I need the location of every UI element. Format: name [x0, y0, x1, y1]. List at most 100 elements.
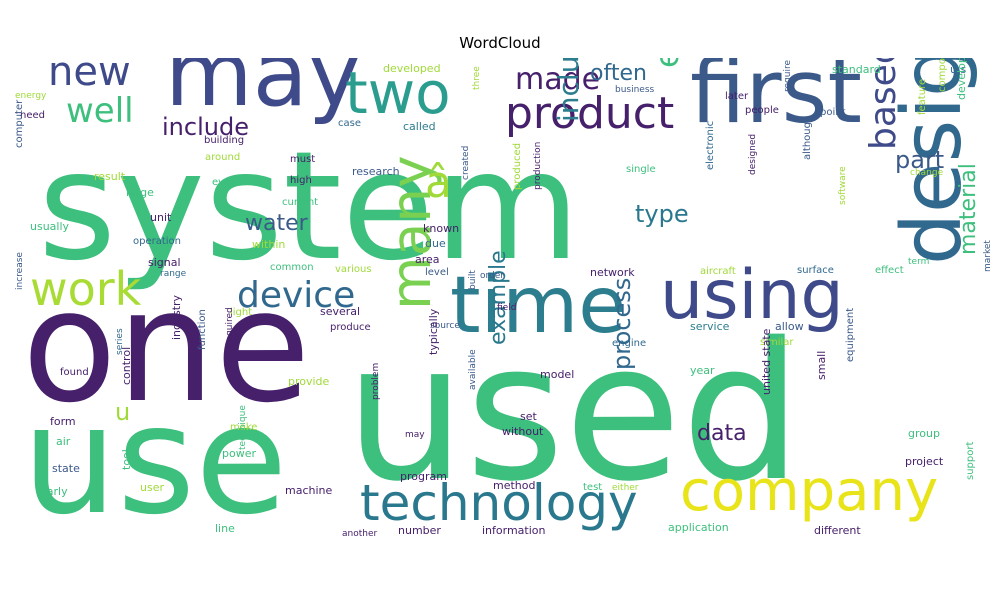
word-must: must: [290, 154, 315, 165]
word-part: part: [895, 146, 944, 174]
word-usually: usually: [30, 220, 70, 233]
word-engine: engine: [612, 338, 646, 349]
word-high: high: [290, 175, 312, 186]
word-data: data: [697, 421, 747, 446]
word-early: early: [40, 485, 68, 498]
word-due: due: [425, 237, 446, 250]
word-common: common: [270, 262, 314, 273]
word-typically: typically: [427, 308, 440, 355]
word-group: group: [908, 427, 940, 440]
word-including: including: [552, 58, 585, 122]
word-order: order: [480, 271, 504, 281]
word-series: series: [115, 328, 125, 355]
word-found: found: [60, 367, 89, 378]
word-small: small: [815, 351, 828, 380]
word-company: company: [680, 459, 938, 524]
word-surface: surface: [797, 265, 834, 276]
word-known: known: [423, 222, 459, 235]
word-operation: operation: [133, 236, 181, 247]
word-without: without: [502, 425, 544, 438]
word-test: test: [583, 482, 602, 493]
word-designed: designed: [748, 134, 758, 175]
word-network: network: [590, 266, 635, 279]
word-program: program: [400, 470, 447, 483]
word-building: building: [204, 135, 244, 146]
word-unit: unit: [150, 211, 172, 224]
word-include: include: [162, 113, 249, 141]
word-system: system: [38, 120, 580, 294]
word-various: various: [335, 264, 372, 275]
word-people: people: [745, 105, 779, 116]
word-control: control: [120, 347, 133, 385]
word-even: even: [212, 177, 237, 188]
word-developed: developed: [383, 62, 441, 75]
word-use: use: [22, 374, 288, 548]
chart-title: WordCloud: [459, 34, 541, 52]
word-set: set: [520, 410, 537, 423]
word-produced: produced: [512, 143, 523, 190]
word-may: may: [165, 58, 361, 127]
word-made: made: [515, 62, 600, 97]
word-device: device: [237, 275, 355, 316]
word-component: component: [937, 58, 948, 92]
word-similar: similar: [760, 337, 794, 348]
word-cloud: system used one use first may time using design c…: [8, 58, 992, 550]
word-around: around: [205, 152, 240, 163]
word-result: result: [94, 170, 126, 183]
word-well: well: [66, 91, 134, 131]
word-either: either: [612, 483, 639, 493]
word-signal: signal: [148, 256, 181, 269]
word-equipment: equipment: [845, 308, 856, 362]
word-material: material: [956, 163, 981, 255]
word-type: type: [635, 200, 689, 228]
word-several: several: [320, 305, 360, 318]
word-two: two: [345, 59, 451, 127]
word-new: new: [48, 58, 131, 95]
word-later: later: [725, 91, 749, 102]
word-first: first: [690, 58, 862, 143]
word-development: development: [955, 58, 968, 100]
word-function: function: [197, 309, 208, 350]
word-application: application: [668, 521, 729, 534]
word-used: used: [345, 302, 802, 523]
word-although: although: [802, 116, 813, 160]
word-example: example: [486, 250, 511, 345]
word-feature: feature: [917, 79, 928, 115]
word-tool: tool: [120, 449, 133, 470]
word-method: method: [493, 479, 535, 492]
word-â: â: [425, 157, 452, 208]
word-technology: technology: [360, 474, 638, 532]
word-one: one: [22, 256, 310, 437]
word-design: design: [885, 58, 980, 265]
word-market: market: [983, 240, 992, 272]
word-standard: standard: [832, 63, 881, 76]
word-area: area: [415, 253, 440, 266]
word-support: support: [965, 442, 976, 480]
word-information: information: [482, 524, 546, 537]
word-u-s: u s: [950, 63, 966, 76]
word-single: single: [626, 164, 656, 175]
word-computer: computer: [14, 99, 25, 148]
word-production: production: [533, 142, 543, 190]
word-change: change: [910, 168, 944, 178]
word-power: power: [222, 447, 256, 460]
word-industry: industry: [170, 294, 183, 340]
word-effect: effect: [875, 265, 904, 276]
word-range: range: [160, 269, 187, 279]
word-three: three: [472, 66, 482, 90]
word-energy: energy: [15, 91, 47, 101]
word-required: required: [225, 307, 235, 345]
word-term: term: [908, 257, 929, 267]
word-may: may: [405, 430, 425, 440]
word-based: based: [863, 58, 904, 150]
word-require: require: [783, 60, 793, 92]
word-end: end: [648, 58, 686, 68]
word-air: air: [56, 435, 71, 448]
word-different: different: [814, 524, 861, 537]
word-available: available: [468, 349, 478, 390]
word-water: water: [245, 211, 309, 236]
word-provide: provide: [288, 375, 330, 388]
word-user: user: [140, 481, 164, 494]
word-often: often: [590, 61, 647, 86]
